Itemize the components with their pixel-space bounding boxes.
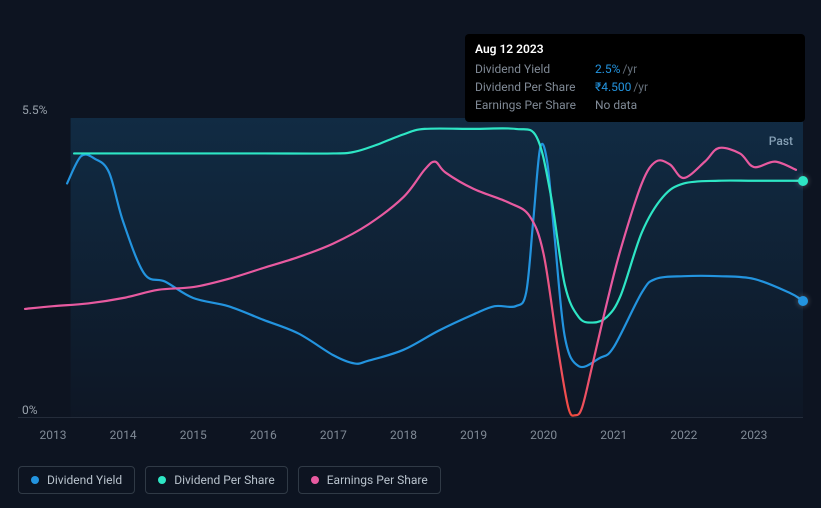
legend-label: Dividend Yield	[47, 473, 122, 487]
tooltip-label: Dividend Yield	[475, 62, 595, 76]
x-axis-tick: 2015	[180, 428, 207, 442]
x-axis-tick: 2014	[110, 428, 137, 442]
x-axis-tick: 2017	[320, 428, 347, 442]
tooltip-value: 2.5%	[595, 62, 620, 76]
legend-item[interactable]: Dividend Per Share	[145, 466, 288, 494]
legend-item[interactable]: Earnings Per Share	[298, 466, 441, 494]
x-axis-tick: 2018	[390, 428, 417, 442]
tooltip-label: Earnings Per Share	[475, 98, 595, 112]
legend-dot-icon	[158, 476, 166, 484]
tooltip-row: Earnings Per ShareNo data	[475, 96, 795, 114]
chart-legend: Dividend Yield Dividend Per Share Earnings…	[18, 466, 441, 494]
chart-plot[interactable]	[18, 118, 803, 418]
legend-item[interactable]: Dividend Yield	[18, 466, 135, 494]
chart-area: Past 5.5%0%	[18, 110, 803, 420]
y-axis-label: 0%	[22, 403, 38, 417]
legend-label: Earnings Per Share	[327, 473, 428, 487]
tooltip-row: Dividend Per Share₹4.500/yr	[475, 78, 795, 96]
tooltip-row: Dividend Yield2.5%/yr	[475, 60, 795, 78]
chart-tooltip: Aug 12 2023 Dividend Yield2.5%/yrDividen…	[465, 34, 805, 122]
series-end-dot	[798, 296, 808, 306]
legend-label: Dividend Per Share	[174, 473, 275, 487]
x-axis-tick: 2013	[40, 428, 67, 442]
tooltip-unit: /yr	[633, 80, 648, 94]
x-axis-tick: 2023	[740, 428, 767, 442]
x-axis-tick: 2021	[600, 428, 627, 442]
x-axis-tick: 2019	[460, 428, 487, 442]
x-axis: 2013 2014 2015 2016 2017 2018 2019 2020 2021 2022…	[18, 428, 803, 448]
x-axis-tick: 2016	[250, 428, 277, 442]
legend-dot-icon	[31, 476, 39, 484]
series-end-dot	[798, 176, 808, 186]
tooltip-label: Dividend Per Share	[475, 80, 595, 94]
tooltip-value: No data	[595, 98, 637, 112]
tooltip-date: Aug 12 2023	[475, 42, 795, 60]
tooltip-value: ₹4.500	[595, 80, 631, 94]
x-axis-tick: 2022	[670, 428, 697, 442]
y-axis-label: 5.5%	[22, 103, 47, 117]
legend-dot-icon	[311, 476, 319, 484]
tooltip-unit: /yr	[622, 62, 637, 76]
x-axis-tick: 2020	[530, 428, 557, 442]
